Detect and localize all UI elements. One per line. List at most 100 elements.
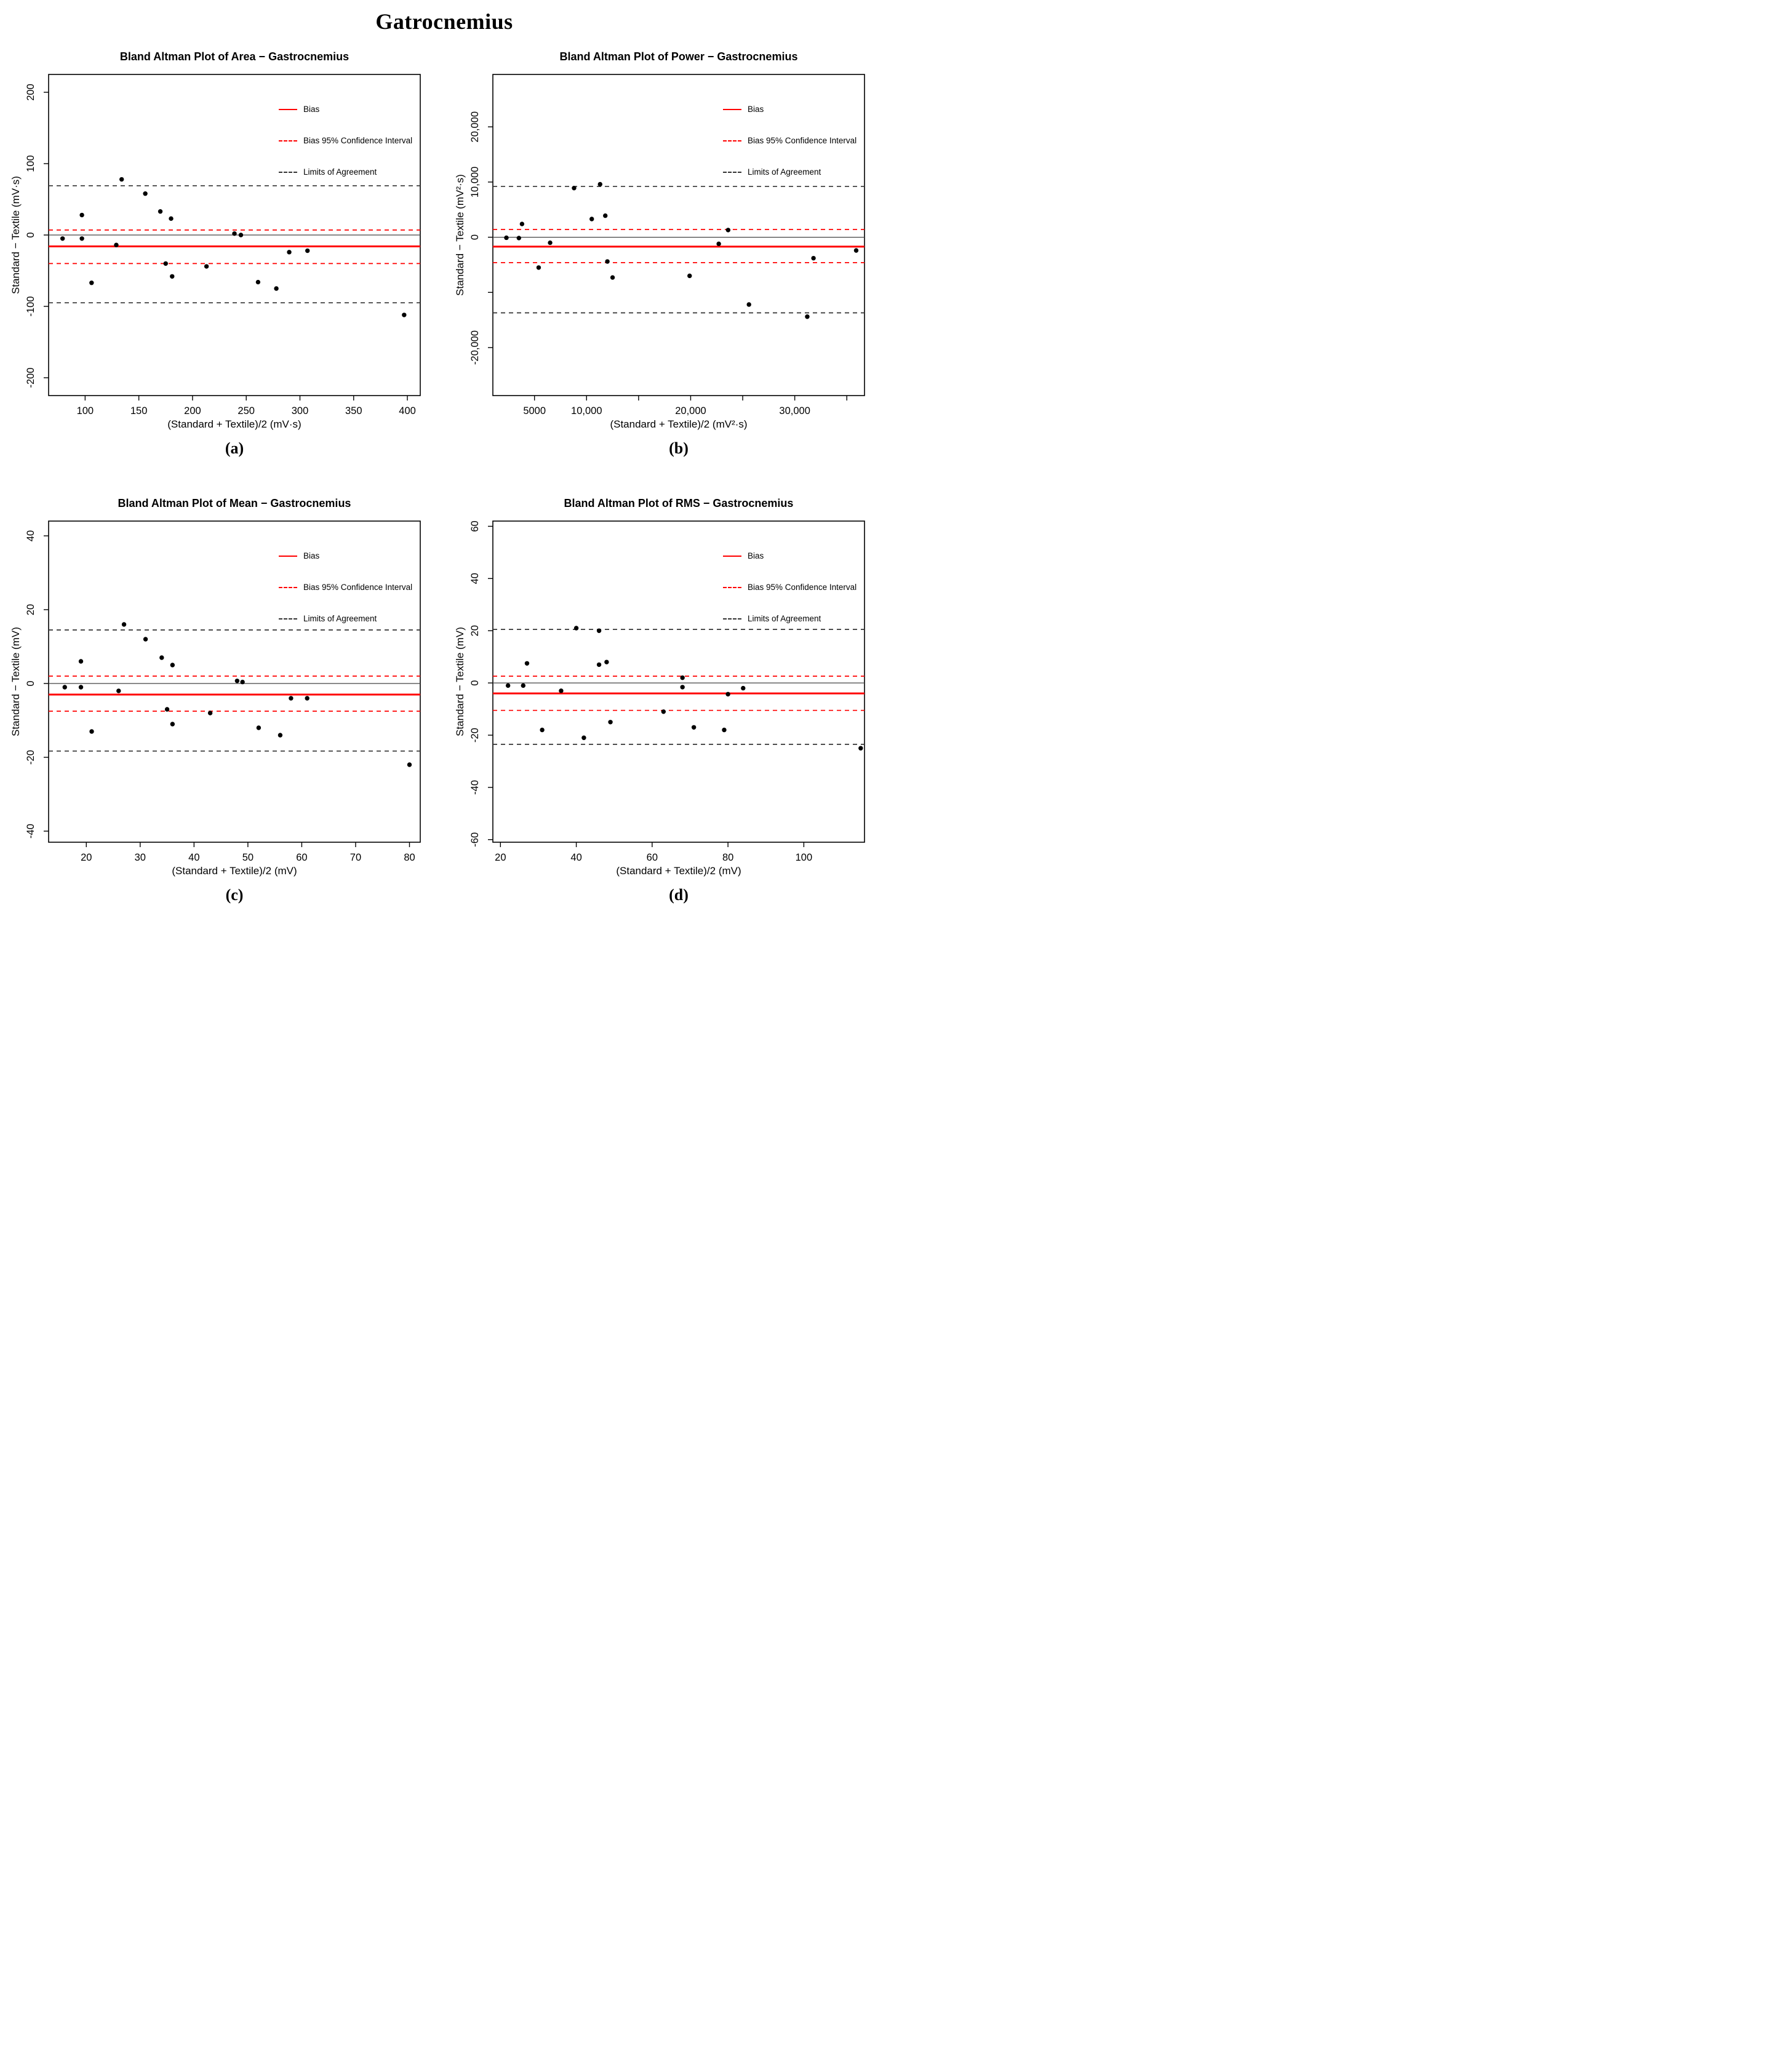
bias-line-swatch — [723, 555, 741, 557]
legend-row-bias: Bias — [723, 551, 878, 560]
x-tick-label: 40 — [570, 852, 581, 863]
y-tick-label: 20 — [25, 604, 36, 615]
data-point — [232, 231, 237, 236]
loa-line-swatch — [279, 618, 297, 620]
data-point — [169, 216, 174, 221]
panel-b: Bland Altman Plot of Power − Gastrocnemi… — [444, 50, 888, 458]
y-tick-label: 60 — [469, 520, 481, 532]
figure-page: Gatrocnemius Bland Altman Plot of Area −… — [0, 0, 888, 904]
legend-row-ci: Bias 95% Confidence Interval — [279, 583, 434, 592]
loa-line-swatch — [279, 171, 297, 173]
data-point — [725, 691, 730, 697]
legend-label-loa: Limits of Agreement — [303, 167, 377, 177]
x-tick-label: 40 — [188, 852, 199, 863]
y-tick-label: 40 — [25, 530, 36, 541]
data-point — [687, 273, 692, 279]
y-tick-label: -40 — [469, 780, 481, 795]
x-tick-label: 100 — [796, 852, 813, 863]
x-tick-label: 30 — [135, 852, 146, 863]
panel-d-legend: Bias Bias 95% Confidence Interval Limits… — [723, 551, 878, 623]
panel-b-title: Bland Altman Plot of Power − Gastrocnemi… — [559, 50, 798, 63]
x-tick-label: 50 — [242, 852, 254, 863]
panel-c-title: Bland Altman Plot of Mean − Gastrocnemiu… — [118, 497, 351, 509]
data-point — [305, 696, 309, 701]
y-tick-label: 0 — [469, 680, 481, 686]
x-tick-label: 70 — [350, 852, 361, 863]
panel-grid: Bland Altman Plot of Area − Gastrocnemiu… — [0, 50, 888, 904]
panel-c: Bland Altman Plot of Mean − Gastrocnemiu… — [0, 497, 444, 904]
data-point — [603, 213, 608, 218]
y-tick-label: -40 — [25, 824, 36, 839]
data-point — [407, 762, 412, 767]
data-point — [524, 661, 530, 666]
data-point — [238, 233, 244, 237]
x-tick-label: 80 — [722, 852, 733, 863]
data-point — [255, 279, 261, 285]
data-point — [204, 264, 209, 269]
data-point — [158, 209, 163, 214]
bias-line-swatch — [279, 108, 297, 110]
data-point — [608, 720, 613, 725]
y-tick-label: -20 — [469, 728, 481, 743]
y-tick-label: 20,000 — [469, 111, 481, 142]
legend-row-loa: Limits of Agreement — [723, 167, 878, 177]
data-point — [79, 236, 84, 241]
panel-c-xlabel: (Standard + Textile)/2 (mV) — [172, 865, 297, 877]
legend-row-bias: Bias — [279, 551, 434, 560]
data-point — [143, 191, 148, 196]
panel-d: Bland Altman Plot of RMS − Gastrocnemius… — [444, 497, 888, 904]
panel-a: Bland Altman Plot of Area − Gastrocnemiu… — [0, 50, 444, 458]
data-point — [207, 711, 213, 715]
data-point — [114, 242, 119, 247]
y-tick-label: 0 — [469, 234, 481, 240]
data-point — [256, 725, 262, 730]
figure-title: Gatrocnemius — [375, 9, 513, 34]
data-point — [143, 637, 148, 642]
data-point — [805, 314, 810, 319]
data-point — [60, 236, 65, 241]
data-point — [536, 265, 541, 270]
x-tick-label: 80 — [404, 852, 415, 863]
ci-line-swatch — [723, 586, 741, 588]
panel-d-title: Bland Altman Plot of RMS − Gastrocnemius — [564, 497, 794, 509]
data-point — [159, 655, 164, 660]
data-point — [858, 746, 863, 751]
data-point — [548, 240, 553, 245]
panel-a-chart: 100 150 200 250 300 350 400 200 100 0 -100 -200 Stan… — [10, 74, 421, 416]
data-point — [581, 735, 586, 740]
data-point — [540, 727, 545, 733]
plot-box — [492, 74, 865, 396]
data-point — [79, 212, 84, 218]
data-point — [121, 622, 127, 627]
panel-a-sublabel: (a) — [225, 439, 244, 457]
legend-label-loa: Limits of Agreement — [303, 614, 377, 623]
bias-line-swatch — [723, 108, 741, 110]
data-point — [402, 313, 407, 317]
data-point — [274, 286, 279, 291]
legend-label-loa: Limits of Agreement — [748, 167, 821, 177]
y-tick-label: 20 — [469, 625, 481, 636]
panel-b-sublabel: (b) — [669, 439, 689, 457]
legend-row-loa: Limits of Agreement — [723, 614, 878, 623]
loa-line-swatch — [723, 618, 741, 620]
data-point — [505, 683, 511, 688]
legend-row-ci: Bias 95% Confidence Interval — [279, 136, 434, 145]
data-point — [725, 228, 731, 233]
y-tick-label: 100 — [25, 155, 36, 172]
plot-box — [492, 520, 865, 843]
data-point — [234, 679, 240, 683]
legend-label-ci: Bias 95% Confidence Interval — [748, 136, 857, 145]
legend-row-loa: Limits of Agreement — [279, 614, 434, 623]
y-tick-label: -200 — [25, 367, 36, 388]
panel-a-xlabel: (Standard + Textile)/2 (mV·s) — [167, 418, 301, 430]
data-point — [170, 274, 175, 279]
data-point — [597, 181, 602, 187]
data-point — [504, 235, 509, 241]
data-point — [78, 685, 84, 690]
y-tick-label: -60 — [469, 832, 481, 847]
legend-label-ci: Bias 95% Confidence Interval — [748, 583, 857, 592]
panel-b-xlabel: (Standard + Textile)/2 (mV²·s) — [610, 418, 748, 430]
data-point — [746, 302, 751, 307]
panel-c-sublabel: (c) — [225, 886, 244, 904]
panel-a-legend: Bias Bias 95% Confidence Interval Limits… — [279, 105, 434, 177]
